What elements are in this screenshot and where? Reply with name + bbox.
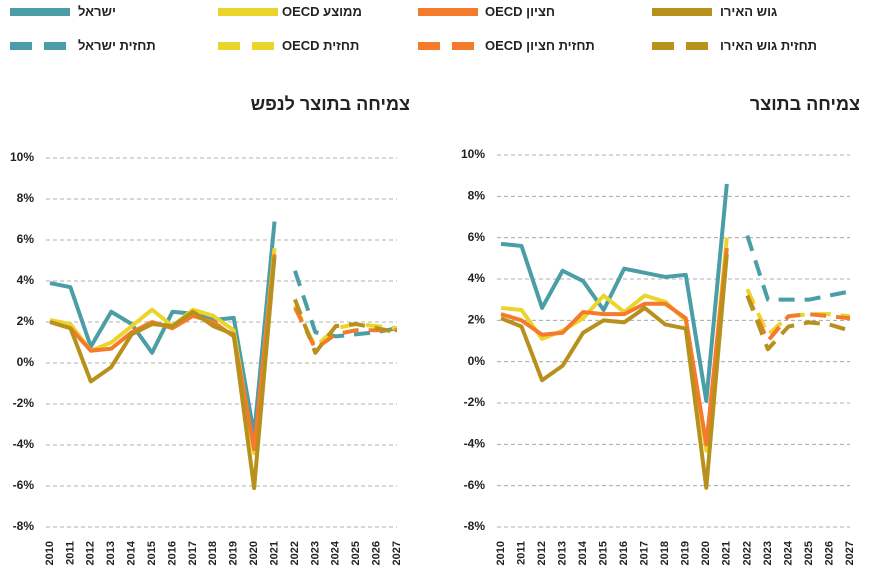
- legend-label: תחזית ישראל: [78, 38, 156, 53]
- series-line: [500, 237, 729, 453]
- x-tick-label: 2012: [536, 541, 548, 565]
- x-tick-label: 2014: [126, 540, 138, 565]
- legend-label: תחזית חציון OECD: [485, 38, 595, 53]
- forecast-line: [745, 294, 851, 352]
- y-tick-label: 6%: [468, 230, 486, 244]
- x-tick-label: 2013: [556, 541, 568, 565]
- y-tick-label: 8%: [468, 189, 486, 203]
- x-tick-label: 2020: [700, 541, 712, 565]
- y-tick-label: 8%: [17, 191, 35, 205]
- x-tick-label: 2027: [391, 541, 403, 565]
- x-tick-label: 2016: [618, 541, 630, 565]
- x-tick-label: 2011: [515, 541, 527, 565]
- chart-title: צמיחה בתוצר: [749, 94, 860, 114]
- x-tick-label: 2022: [289, 541, 301, 565]
- y-tick-label: -8%: [13, 519, 35, 533]
- x-tick-label: 2020: [248, 541, 260, 565]
- forecast-line: [293, 298, 398, 355]
- forecast-line: [745, 294, 851, 343]
- y-tick-label: 10%: [10, 150, 34, 164]
- y-tick-label: 4%: [17, 273, 35, 287]
- y-tick-label: 10%: [461, 147, 485, 161]
- x-tick-label: 2026: [823, 541, 835, 565]
- forecast-line: [745, 234, 851, 302]
- y-tick-label: 0%: [468, 354, 486, 368]
- x-tick-label: 2016: [166, 541, 178, 565]
- y-tick-label: -2%: [464, 395, 486, 409]
- chart-title: צמיחה בתוצר לנפש: [250, 94, 410, 114]
- y-tick-label: -8%: [464, 519, 486, 533]
- y-tick-label: -4%: [13, 437, 35, 451]
- y-tick-label: -6%: [464, 478, 486, 492]
- x-tick-label: 2017: [639, 541, 651, 565]
- x-tick-label: 2022: [741, 541, 753, 565]
- x-tick-label: 2021: [721, 541, 733, 565]
- x-tick-label: 2025: [350, 541, 362, 565]
- y-tick-label: 2%: [17, 314, 35, 328]
- x-tick-label: 2018: [207, 541, 219, 565]
- x-tick-label: 2027: [844, 541, 856, 565]
- x-tick-label: 2023: [309, 541, 321, 565]
- x-tick-label: 2013: [105, 541, 117, 565]
- x-tick-label: 2021: [268, 541, 280, 565]
- y-tick-label: 2%: [468, 313, 486, 327]
- x-tick-label: 2015: [146, 541, 158, 565]
- x-tick-label: 2012: [85, 541, 97, 565]
- x-tick-label: 2025: [803, 541, 815, 565]
- x-tick-label: 2023: [762, 541, 774, 565]
- series-line: [500, 254, 729, 490]
- legend-label: ממוצע OECD: [282, 4, 362, 19]
- y-tick-label: -4%: [464, 437, 486, 451]
- legend-label: ישראל: [78, 4, 116, 19]
- x-tick-label: 2024: [330, 540, 342, 565]
- legend-label: תחזית גוש האירו: [720, 38, 818, 53]
- x-tick-label: 2024: [782, 540, 794, 565]
- legend-label: תחזית OECD: [282, 38, 360, 53]
- y-tick-label: 6%: [17, 232, 35, 246]
- y-tick-label: -6%: [13, 478, 35, 492]
- x-tick-label: 2011: [64, 541, 76, 565]
- series-line: [49, 221, 277, 437]
- x-tick-label: 2010: [44, 541, 56, 565]
- legend-label: גוש האירו: [720, 4, 778, 19]
- series-line: [49, 256, 277, 491]
- y-tick-label: 4%: [468, 271, 486, 285]
- x-tick-label: 2026: [370, 541, 382, 565]
- x-tick-label: 2014: [577, 540, 589, 565]
- series-line: [500, 183, 729, 403]
- x-tick-label: 2015: [598, 541, 610, 565]
- legend-label: חציון OECD: [485, 4, 555, 19]
- y-tick-label: 0%: [17, 355, 35, 369]
- x-tick-label: 2018: [659, 541, 671, 565]
- x-tick-label: 2019: [228, 541, 240, 565]
- x-tick-label: 2010: [495, 541, 507, 565]
- x-tick-label: 2019: [680, 541, 692, 565]
- series-line: [500, 247, 729, 447]
- y-tick-label: -2%: [13, 396, 35, 410]
- x-tick-label: 2017: [187, 541, 199, 565]
